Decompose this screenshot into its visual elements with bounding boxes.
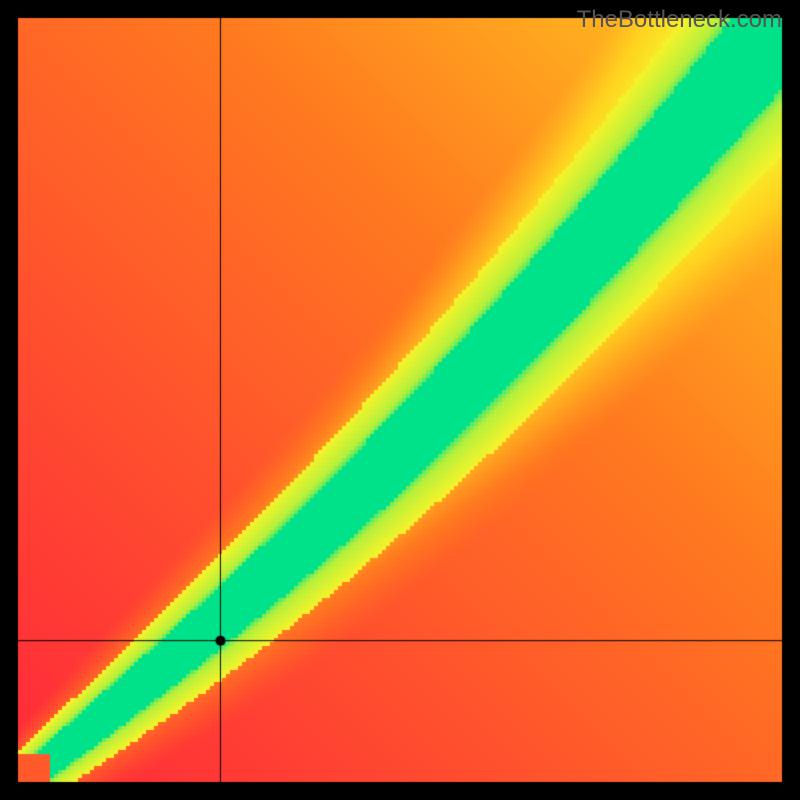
heatmap-canvas — [0, 0, 800, 800]
chart-container: TheBottleneck.com — [0, 0, 800, 800]
watermark-text: TheBottleneck.com — [577, 6, 782, 34]
